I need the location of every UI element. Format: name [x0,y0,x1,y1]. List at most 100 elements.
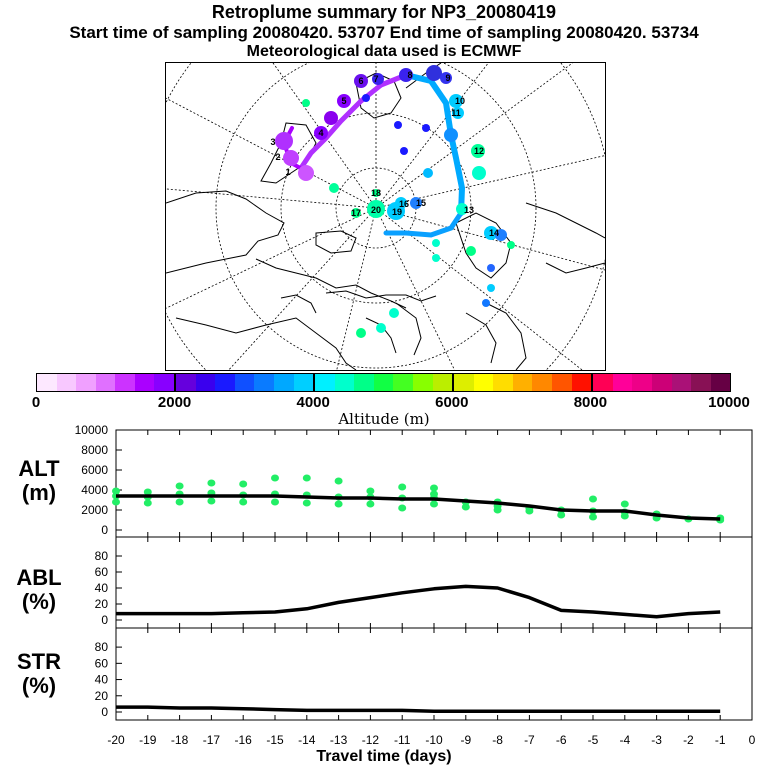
cluster-marker [356,328,366,338]
x-tick-label: -16 [235,733,253,747]
plume-altitude-point [652,510,661,518]
cluster-marker [389,308,399,318]
colorbar-swatch [373,374,394,391]
y-tick-label: 80 [95,640,109,654]
day-label: 13 [464,205,474,215]
cluster-marker [472,166,486,180]
cluster-marker [471,144,485,158]
y-tick-label: 0 [101,523,108,537]
plume-altitude-point [493,502,502,510]
plume-altitude-point [684,515,693,523]
cluster-marker [302,99,310,107]
colorbar-swatch [432,374,455,391]
x-tick-label: -3 [651,733,662,747]
colorbar-swatch [571,374,594,391]
x-tick-label: -12 [362,733,380,747]
cluster-marker [351,208,361,218]
polar-trajectory-map: 1 2 3 4 5 6 7 8 9 10 11 12 13 14 15 16 1… [165,62,606,371]
plume-altitude-point [175,490,184,498]
cluster-marker [354,74,368,88]
colorbar-swatch [632,374,652,391]
x-tick-label: -8 [492,733,503,747]
colorbar-swatch [195,374,216,391]
plume-altitude-point [589,513,597,521]
sampling-time-subtitle: Start time of sampling 20080420. 53707 E… [69,23,699,42]
x-tick-label: -11 [394,733,411,747]
y-tick-label: 20 [95,597,109,611]
plume-altitude-point [398,483,407,491]
x-tick-label: -10 [425,733,443,747]
plume-altitude-point [207,489,216,497]
colorbar-swatch [512,374,533,391]
colorbar-swatch [76,374,96,391]
colorbar-swatch [115,374,135,391]
plume-altitude-point [302,474,311,482]
day-label: 18 [371,188,381,198]
colorbar-swatch [412,374,433,391]
plume-altitude-point [334,493,343,501]
plume-altitude-point [461,498,470,506]
cluster-marker [387,202,405,220]
plume-altitude-point [430,500,438,508]
day-label: 8 [407,70,412,80]
meridians [166,63,605,370]
colorbar-swatch [56,374,77,391]
plume-altitude-point [143,499,152,507]
cluster-marker [426,65,442,81]
x-tick-label: 0 [749,733,756,747]
colorbar-swatch [473,374,494,391]
day-label: 14 [489,228,499,238]
colorbar-swatch [552,374,572,391]
day-label: 19 [392,207,402,217]
plume-altitude-point [239,480,248,488]
plume-altitude-point [398,504,407,512]
colorbar-swatch [651,374,672,391]
altitude-colorbar [36,373,731,392]
cluster-marker [399,68,413,82]
x-tick-label: -1 [715,733,726,747]
colorbar-label: Altitude (m) [338,410,430,428]
colorbar-swatch [593,374,613,391]
plume-cluster-markers [275,65,515,338]
cluster-marker [367,200,385,218]
cluster-marker [372,189,380,197]
plume-altitude-point [620,512,629,520]
cluster-marker [495,229,507,241]
y-tick-label: 80 [95,549,109,563]
x-tick-label: -17 [203,733,221,747]
cluster-marker [487,284,495,292]
cluster-marker [449,94,463,108]
colorbar-swatch [134,374,155,391]
plume-altitude-point [302,491,311,499]
x-tick-label: -19 [139,733,157,747]
plume-altitude-point [716,516,725,524]
colorbar-swatch [454,374,474,391]
cluster-marker [487,264,495,272]
colorbar-swatch [393,374,413,391]
colorbar-tick-label: 0 [31,394,41,411]
colorbar-swatch [315,374,335,391]
plume-altitude-point [461,503,470,511]
abl-panel-label: ABL (%) [16,565,62,614]
cluster-marker [337,94,351,108]
cluster-marker [394,121,402,129]
cluster-marker [456,203,468,215]
cluster-marker [432,254,440,262]
plume-altitude-point [652,514,661,522]
day-label: 4 [318,128,323,138]
plume-altitude-point [112,498,120,506]
cluster-marker [452,107,464,119]
colorbar-swatch [176,374,196,391]
plume-altitude-point [207,497,216,505]
cluster-marker [329,183,339,193]
plume-altitude-point [334,500,343,508]
x-tick-label: -5 [588,733,599,747]
plume-altitude-point [430,490,438,498]
plume-altitude-point [525,504,534,512]
day-label: 17 [351,208,361,218]
x-tick-label: -7 [524,733,535,747]
cluster-marker [507,241,515,249]
plume-altitude-point [366,493,375,501]
x-tick-label: -2 [683,733,694,747]
latitude-circles [166,63,605,370]
